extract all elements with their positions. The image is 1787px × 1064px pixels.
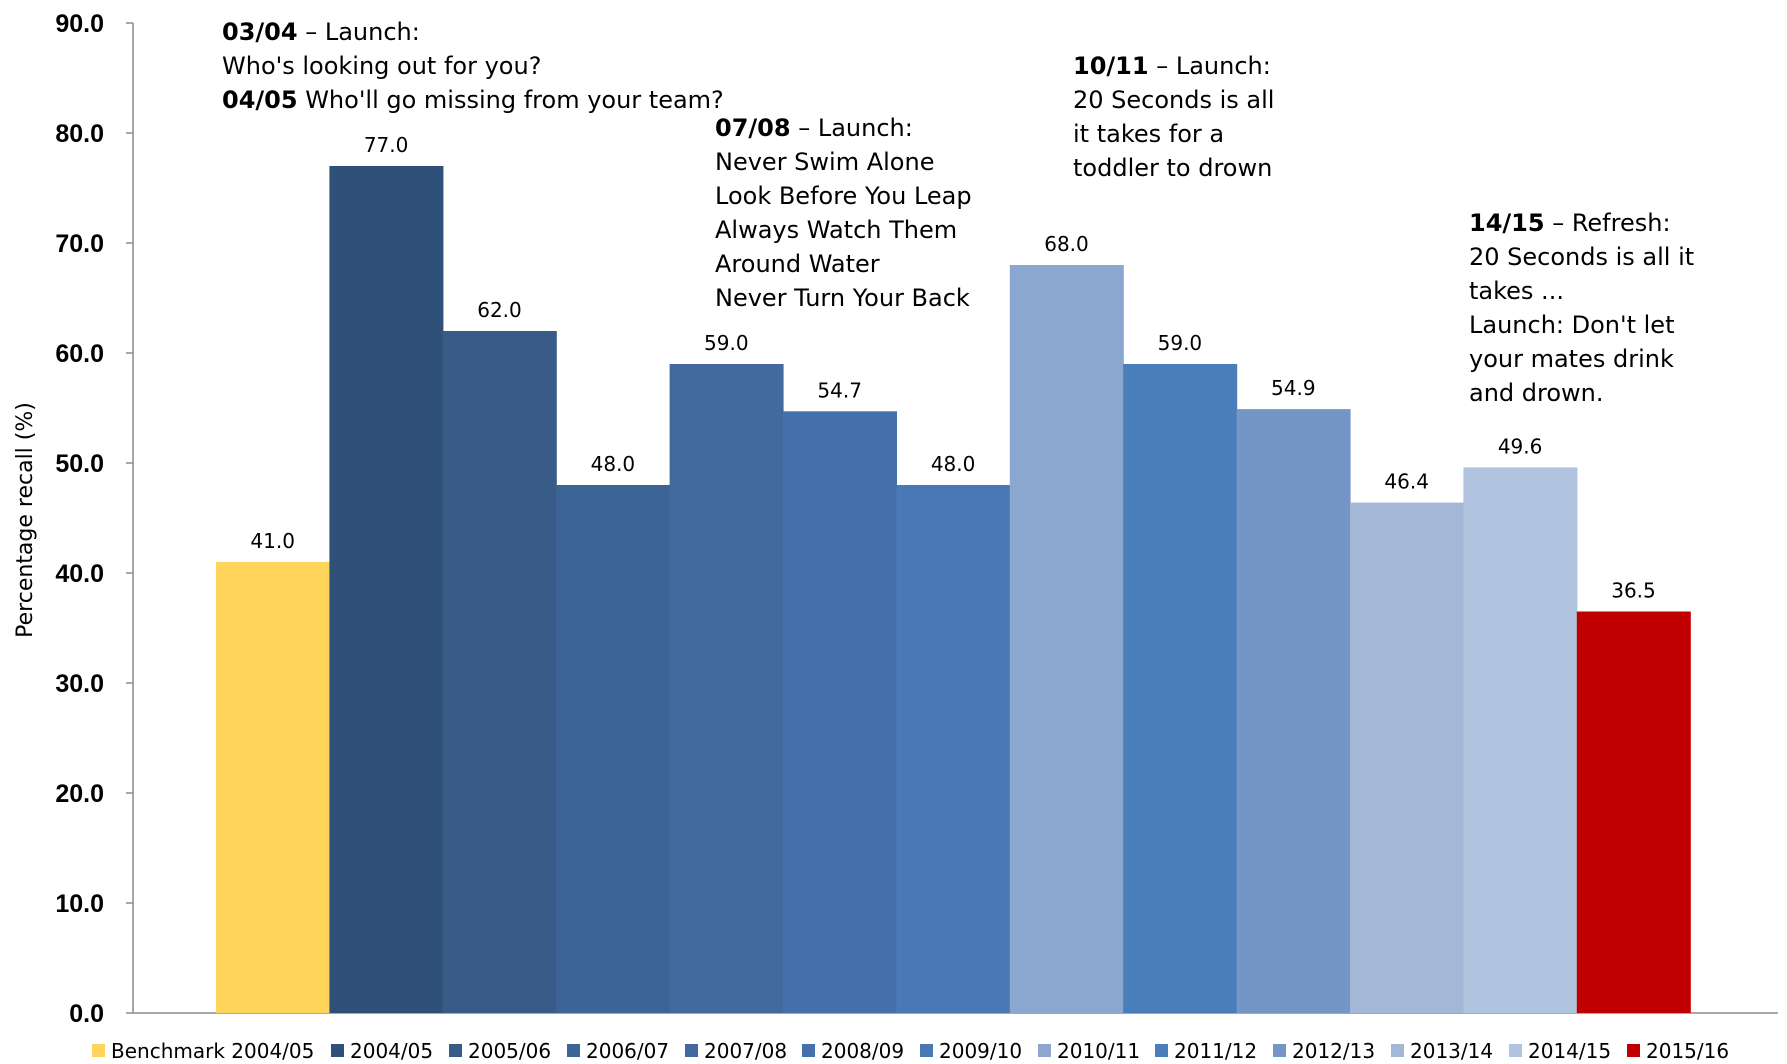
annotation-line: toddler to drown xyxy=(1073,154,1273,182)
bar xyxy=(329,166,444,1013)
annotation-line: and drown. xyxy=(1469,379,1604,407)
data-label: 46.4 xyxy=(1384,470,1429,494)
annotation-season: 03/04 xyxy=(222,18,298,46)
bar xyxy=(1236,409,1351,1014)
y-tick-label: 60.0 xyxy=(55,340,104,368)
legend-label: Benchmark 2004/05 xyxy=(111,1039,314,1063)
annotation-season: 07/08 xyxy=(715,114,791,142)
annotation-line: your mates drink xyxy=(1469,345,1674,373)
legend-swatch xyxy=(92,1044,105,1057)
data-label: 68.0 xyxy=(1044,232,1089,256)
legend-label: 2004/05 xyxy=(350,1039,433,1063)
y-tick-label: 70.0 xyxy=(55,230,104,258)
data-label: 59.0 xyxy=(1158,331,1203,355)
legend-label: 2006/07 xyxy=(586,1039,669,1063)
bar xyxy=(1123,364,1238,1013)
annotation-line: 03/04 – Launch: xyxy=(222,18,420,46)
legend-swatch xyxy=(1391,1044,1404,1057)
data-labels: 41.0 77.0 62.0 48.0 59.0 54.7 48.0 68.0 59.0 54.9… xyxy=(250,133,1655,603)
annotation-line: Around Water xyxy=(715,250,880,278)
legend-swatch xyxy=(567,1044,580,1057)
annotation-line: 10/11 – Launch: xyxy=(1073,52,1271,80)
annotation-launch-1011: 10/11 – Launch: 20 Seconds is all it takes… xyxy=(1073,49,1274,185)
y-tick-label: 10.0 xyxy=(55,890,104,918)
legend-swatch xyxy=(449,1044,462,1057)
data-label: 59.0 xyxy=(704,331,749,355)
y-tick-label: 20.0 xyxy=(55,780,104,808)
annotation-line: Always Watch Them xyxy=(715,216,958,244)
y-axis: 0.0 10.0 20.0 30.0 40.0 50.0 60.0 70.0 80.0 90.0 xyxy=(55,10,1778,1028)
legend-swatch xyxy=(1509,1044,1522,1057)
bar xyxy=(1350,502,1464,1013)
bar xyxy=(1463,467,1578,1013)
bar xyxy=(783,411,897,1013)
legend-label: 2010/11 xyxy=(1057,1039,1140,1063)
bars xyxy=(216,166,1691,1014)
annotation-launch-0304: 03/04 – Launch: Who's looking out for you… xyxy=(222,15,724,117)
legend-swatch xyxy=(331,1044,344,1057)
legend-label: 2005/06 xyxy=(468,1039,551,1063)
y-tick-label: 0.0 xyxy=(69,1000,104,1028)
annotation-launch-0708: 07/08 – Launch: Never Swim Alone Look Befo… xyxy=(715,111,972,315)
data-label: 62.0 xyxy=(477,298,522,322)
annotation-line: 04/05 Who'll go missing from your team? xyxy=(222,86,724,114)
y-axis-title: Percentage recall (%) xyxy=(13,402,38,638)
annotation-line: Never Turn Your Back xyxy=(715,284,970,312)
annotation-line: Who's looking out for you? xyxy=(222,52,542,80)
data-label: 48.0 xyxy=(931,452,976,476)
legend-swatch xyxy=(1627,1044,1640,1057)
annotation-line: 14/15 – Refresh: xyxy=(1469,209,1671,237)
legend-swatch xyxy=(685,1044,698,1057)
y-tick-label: 50.0 xyxy=(55,450,104,478)
y-tick-label: 40.0 xyxy=(55,560,104,588)
bar xyxy=(896,485,1011,1013)
annotation-line: Launch: Don't let xyxy=(1469,311,1675,339)
annotation-line: Look Before You Leap xyxy=(715,182,972,210)
data-label: 41.0 xyxy=(250,529,295,553)
legend-label: 2009/10 xyxy=(939,1039,1022,1063)
legend-label: 2007/08 xyxy=(704,1039,787,1063)
annotation-season: 14/15 xyxy=(1469,209,1545,237)
annotation-line: Never Swim Alone xyxy=(715,148,935,176)
legend-label: 2013/14 xyxy=(1410,1039,1493,1063)
legend-swatch xyxy=(1038,1044,1051,1057)
annotation-season: 04/05 xyxy=(222,86,298,114)
data-label: 49.6 xyxy=(1498,434,1543,458)
annotation-refresh-1415: 14/15 – Refresh: 20 Seconds is all it take… xyxy=(1469,206,1694,410)
annotation-season: 10/11 xyxy=(1073,52,1149,80)
data-label: 48.0 xyxy=(591,452,636,476)
bar xyxy=(669,364,784,1013)
y-tick-label: 90.0 xyxy=(55,10,104,38)
legend-swatch xyxy=(802,1044,815,1057)
legend-label: 2011/12 xyxy=(1174,1039,1257,1063)
legend-label: 2012/13 xyxy=(1292,1039,1375,1063)
legend-label: 2014/15 xyxy=(1528,1039,1611,1063)
annotation-line: 20 Seconds is all xyxy=(1073,86,1275,114)
data-label: 54.9 xyxy=(1271,376,1316,400)
annotation-line: 07/08 – Launch: xyxy=(715,114,913,142)
bar xyxy=(1009,265,1124,1013)
y-tick-label: 30.0 xyxy=(55,670,104,698)
bar xyxy=(1576,611,1691,1013)
bar xyxy=(216,562,330,1013)
bar xyxy=(556,485,671,1013)
annotation-line: takes ... xyxy=(1469,277,1564,305)
data-label: 54.7 xyxy=(817,378,862,402)
bar xyxy=(442,331,557,1013)
legend-swatch xyxy=(1155,1044,1168,1057)
legend-swatch xyxy=(920,1044,933,1057)
data-label: 77.0 xyxy=(364,133,409,157)
data-label: 36.5 xyxy=(1611,579,1656,603)
legend: Benchmark 2004/05 2004/05 2005/06 2006/07 20… xyxy=(92,1039,1729,1063)
legend-swatch xyxy=(1273,1044,1286,1057)
y-tick-label: 80.0 xyxy=(55,120,104,148)
annotation-line: 20 Seconds is all it xyxy=(1469,243,1695,271)
legend-label: 2008/09 xyxy=(821,1039,904,1063)
legend-label: 2015/16 xyxy=(1646,1039,1729,1063)
annotation-line: it takes for a xyxy=(1073,120,1225,148)
